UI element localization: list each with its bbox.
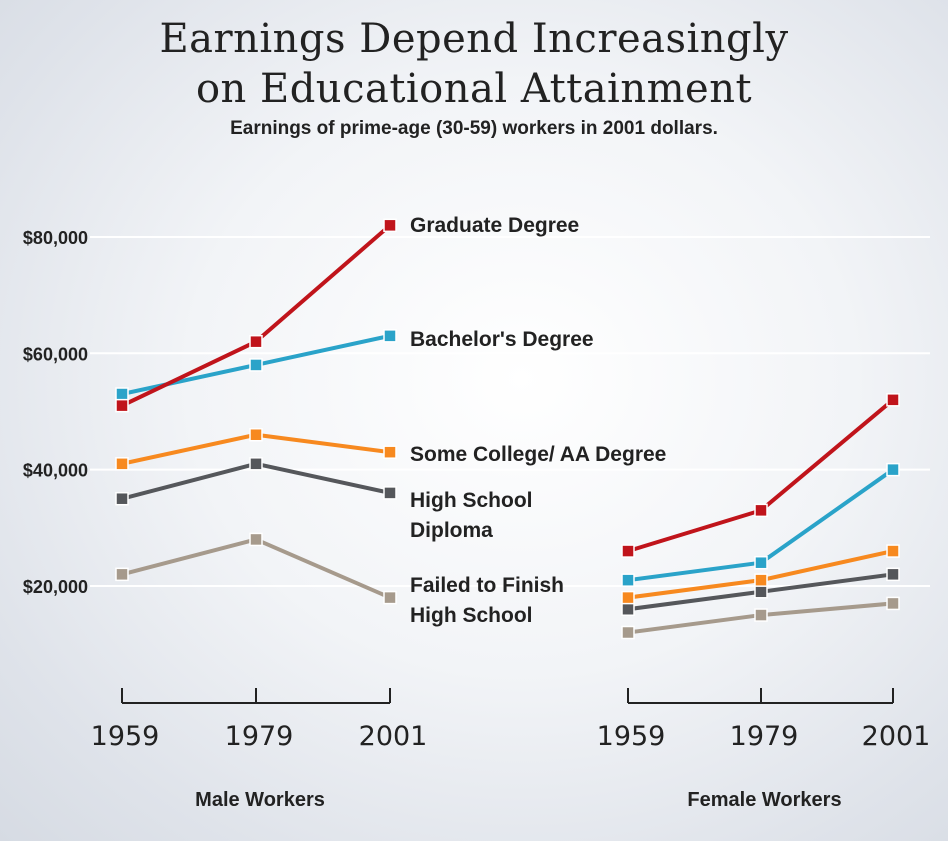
- data-point: [621, 590, 635, 605]
- series-label-high-school-diploma: High School Diploma: [410, 489, 533, 542]
- series-lines: [115, 218, 900, 640]
- data-point: [383, 445, 397, 459]
- series-label-line: Bachelor's Degree: [410, 328, 594, 351]
- y-tick-label: $60,000: [23, 344, 88, 364]
- data-point: [621, 573, 635, 587]
- data-point: [115, 398, 129, 413]
- data-point: [115, 567, 129, 582]
- data-point: [886, 596, 900, 611]
- x-tick-label: 1959: [91, 721, 160, 752]
- series-line: [627, 398, 895, 553]
- data-point: [383, 590, 397, 605]
- panel-female-workers: [621, 393, 900, 640]
- chart-title-line-2: on Educational Attainment: [195, 66, 753, 112]
- data-point: [249, 358, 263, 372]
- series-label-line: High School: [410, 604, 533, 627]
- panel-male-workers: [115, 218, 397, 605]
- series-bachelor-s-degree: [621, 462, 900, 587]
- data-point: [621, 544, 635, 558]
- x-tick-label: 2001: [359, 721, 428, 752]
- x-axis-male-workers: 1959 1979 2001 Male Workers: [91, 688, 428, 811]
- data-point: [383, 329, 397, 343]
- data-point: [886, 544, 900, 558]
- series-graduate-degree: [621, 393, 900, 558]
- data-point: [115, 457, 129, 471]
- data-point: [886, 567, 900, 582]
- series-some-college-aa-degree: [621, 544, 900, 605]
- y-tick-label: $40,000: [23, 461, 88, 481]
- data-point: [754, 608, 768, 622]
- chart-subtitle: Earnings of prime-age (30-59) workers in…: [230, 118, 718, 139]
- data-point: [886, 393, 900, 407]
- series-line: [121, 223, 392, 408]
- series-high-school-diploma: [621, 567, 900, 616]
- data-point: [115, 387, 129, 401]
- series-line: [121, 537, 391, 600]
- y-axis: $20,000 $40,000 $60,000 $80,000: [23, 228, 88, 597]
- chart-title: Earnings Depend Increasingly on Educatio…: [0, 14, 948, 114]
- data-point: [754, 573, 768, 587]
- series-label-line: Some College/ AA Degree: [410, 443, 666, 466]
- series-graduate-degree: [115, 218, 397, 413]
- x-axis-female-workers: 1959 1979 2001 Female Workers: [597, 688, 931, 811]
- series-labels: Graduate Degree Bachelor's Degree Some Col…: [410, 214, 666, 627]
- x-tick-label: 1979: [225, 721, 294, 752]
- x-axes: 1959 1979 2001 Male Workers 1959 1979 2001 Fema…: [91, 688, 931, 811]
- panel-label-female-workers: Female Workers: [687, 789, 841, 811]
- series-label-line: Failed to Finish: [410, 574, 564, 597]
- data-point: [249, 427, 263, 442]
- series-label-bachelor-s-degree: Bachelor's Degree: [410, 328, 594, 351]
- series-label-failed-to-finish-high-school: Failed to Finish High School: [410, 574, 564, 627]
- data-point: [383, 218, 397, 233]
- series-label-line: Diploma: [410, 519, 493, 542]
- series-label-line: Graduate Degree: [410, 214, 579, 237]
- panel-label-male-workers: Male Workers: [195, 789, 325, 811]
- data-point: [249, 532, 263, 547]
- data-point: [754, 555, 768, 570]
- chart-title-line-1: Earnings Depend Increasingly: [159, 16, 789, 62]
- data-point: [621, 625, 635, 640]
- x-tick-label: 1979: [730, 721, 799, 752]
- data-point: [249, 457, 263, 471]
- data-point: [754, 503, 768, 518]
- data-point: [115, 491, 129, 506]
- series-some-college-aa-degree: [115, 427, 397, 471]
- x-tick-label: 1959: [597, 721, 666, 752]
- data-point: [886, 462, 900, 477]
- y-tick-label: $20,000: [23, 577, 88, 597]
- series-label-some-college-aa-degree: Some College/ AA Degree: [410, 443, 666, 466]
- x-tick-label: 2001: [862, 721, 931, 752]
- series-failed-to-finish-high-school: [621, 596, 900, 640]
- data-point: [383, 486, 397, 500]
- series-label-line: High School: [410, 489, 533, 512]
- data-point: [249, 334, 263, 349]
- series-failed-to-finish-high-school: [115, 532, 397, 605]
- data-point: [754, 585, 768, 599]
- series-high-school-diploma: [115, 457, 397, 506]
- series-label-graduate-degree: Graduate Degree: [410, 214, 579, 237]
- y-tick-label: $80,000: [23, 228, 88, 248]
- data-point: [621, 602, 635, 616]
